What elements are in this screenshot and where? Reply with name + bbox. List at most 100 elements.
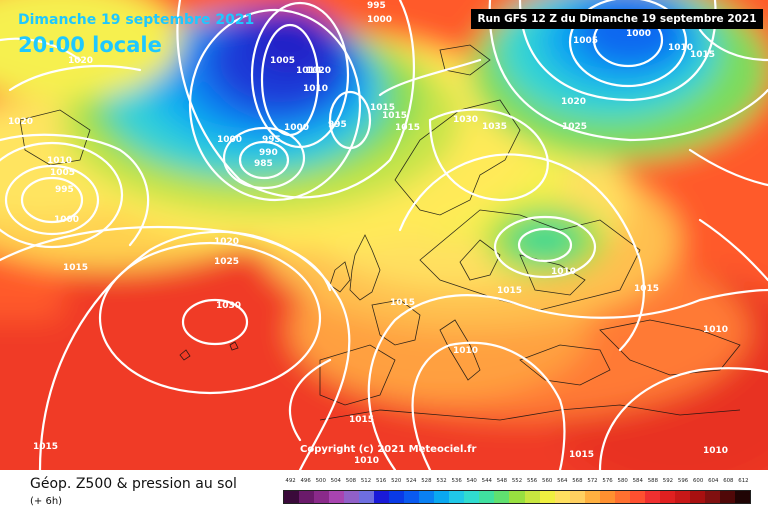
pressure-label: 1015 — [497, 286, 522, 296]
scale-swatch — [389, 491, 405, 503]
pressure-label: 1005 — [270, 56, 295, 66]
pressure-label: 1000 — [367, 15, 392, 25]
pressure-label: 1030 — [216, 301, 241, 311]
scale-swatch — [599, 491, 615, 503]
geopotential-field — [0, 0, 768, 470]
scale-tick-label: 520 — [391, 478, 402, 484]
pressure-label: 1005 — [50, 168, 75, 178]
scale-swatch — [539, 491, 555, 503]
scale-tick-label: 612 — [738, 478, 749, 484]
pressure-label: 1020 — [68, 56, 93, 66]
scale-tick-label: 588 — [647, 478, 658, 484]
scale-swatch — [674, 491, 690, 503]
scale-tick-label: 536 — [451, 478, 462, 484]
pressure-label: 1010 — [303, 84, 328, 94]
scale-swatch — [509, 491, 525, 503]
copyright: Copyright (c) 2021 Meteociel.fr — [300, 444, 477, 455]
pressure-label: 1015 — [569, 450, 594, 460]
color-scale-ticks: 492 496 500 504 508 512 516 520 524 528 532 536 540 5… — [283, 478, 751, 486]
scale-swatch — [344, 491, 360, 503]
map-time: 20:00 locale — [18, 33, 162, 57]
pressure-label: 1025 — [214, 257, 239, 267]
scale-tick-label: 504 — [330, 478, 341, 484]
scale-swatch — [419, 491, 435, 503]
scale-swatch — [704, 491, 720, 503]
pressure-label: 1000 — [626, 29, 651, 39]
scale-swatch — [464, 491, 480, 503]
pressure-label: 995 — [55, 185, 74, 195]
color-scale-bar — [283, 490, 751, 504]
pressure-label: 1015 — [634, 284, 659, 294]
scale-swatch — [719, 491, 735, 503]
pressure-label: 990 — [259, 148, 278, 158]
scale-swatch — [359, 491, 375, 503]
pressure-label: 1010 — [354, 456, 379, 466]
pressure-label: 1035 — [482, 122, 507, 132]
scale-tick-label: 524 — [406, 478, 417, 484]
scale-tick-label: 532 — [436, 478, 447, 484]
scale-tick-label: 604 — [708, 478, 719, 484]
pressure-label: 1020 — [561, 97, 586, 107]
scale-tick-label: 496 — [300, 478, 311, 484]
scale-swatch — [329, 491, 345, 503]
scale-tick-label: 600 — [693, 478, 704, 484]
scale-swatch — [314, 491, 330, 503]
pressure-label: 1010 — [453, 346, 478, 356]
scale-tick-label: 560 — [542, 478, 553, 484]
scale-swatch — [374, 491, 390, 503]
pressure-label: 985 — [254, 159, 273, 169]
pressure-label: 1020 — [8, 117, 33, 127]
scale-swatch — [659, 491, 675, 503]
scale-tick-label: 576 — [602, 478, 613, 484]
pressure-label: 1015 — [395, 123, 420, 133]
pressure-label: 995 — [262, 135, 281, 145]
pressure-label: 1010 — [551, 267, 576, 277]
scale-swatch — [569, 491, 585, 503]
scale-tick-label: 592 — [662, 478, 674, 484]
map-date: Dimanche 19 septembre 2021 — [18, 12, 255, 28]
pressure-label: 1025 — [562, 122, 587, 132]
scale-tick-label: 556 — [526, 478, 538, 484]
footer-subtitle: (+ 6h) — [30, 496, 63, 507]
pressure-map: 995 1000 1005 1000 1010 1015 1020 1005 1… — [0, 0, 768, 470]
pressure-label: 1000 — [217, 135, 242, 145]
scale-tick-label: 608 — [723, 478, 734, 484]
pressure-label: 1015 — [370, 103, 395, 113]
scale-tick-label: 568 — [572, 478, 583, 484]
scale-swatch — [554, 491, 570, 503]
scale-tick-label: 552 — [511, 478, 523, 484]
scale-tick-label: 492 — [285, 478, 296, 484]
scale-tick-label: 584 — [632, 478, 643, 484]
scale-tick-label: 516 — [375, 478, 387, 484]
scale-swatch — [629, 491, 645, 503]
run-info: Run GFS 12 Z du Dimanche 19 septembre 20… — [471, 9, 763, 29]
pressure-label: 1015 — [349, 415, 374, 425]
pressure-label: 1015 — [690, 50, 715, 60]
scale-tick-label: 500 — [315, 478, 326, 484]
scale-tick-label: 508 — [345, 478, 357, 484]
pressure-label: 1015 — [390, 298, 415, 308]
scale-tick-label: 528 — [421, 478, 432, 484]
scale-swatch — [299, 491, 315, 503]
scale-swatch — [449, 491, 465, 503]
footer-title: Géop. Z500 & pression au sol — [30, 476, 237, 492]
scale-swatch — [644, 491, 660, 503]
pressure-label: 1015 — [33, 442, 58, 452]
scale-tick-label: 544 — [481, 478, 492, 484]
pressure-label: 1010 — [47, 156, 72, 166]
pressure-label: 1010 — [296, 66, 321, 76]
scale-swatch — [734, 491, 750, 503]
pressure-label: 1000 — [54, 215, 79, 225]
pressure-label: 1015 — [382, 111, 407, 121]
pressure-label: 1020 — [214, 237, 239, 247]
scale-swatch — [584, 491, 600, 503]
scale-swatch — [479, 491, 495, 503]
scale-tick-label: 596 — [677, 478, 689, 484]
pressure-label: 995 — [367, 1, 386, 11]
pressure-label: 1005 — [573, 36, 598, 46]
pressure-label: 1010 — [668, 43, 693, 53]
pressure-label: 1010 — [703, 446, 728, 456]
scale-swatch — [434, 491, 450, 503]
pressure-label: 995 — [328, 120, 347, 130]
